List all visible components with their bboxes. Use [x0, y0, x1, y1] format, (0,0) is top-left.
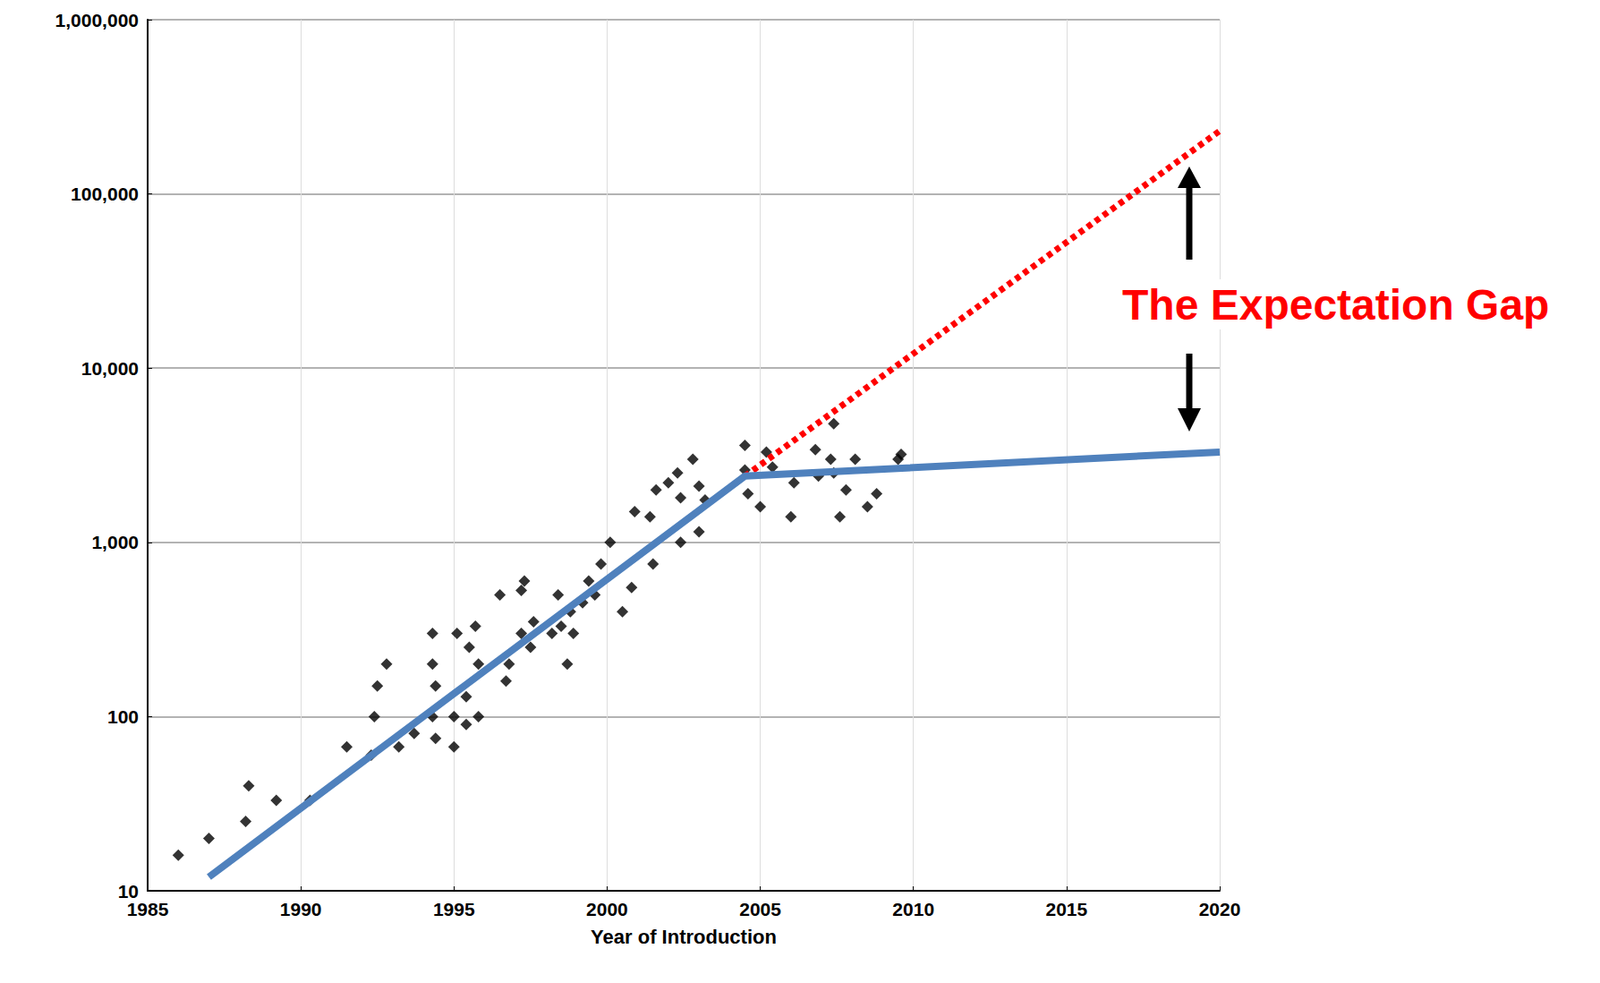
svg-text:The Expectation Gap: The Expectation Gap — [1122, 280, 1549, 329]
svg-text:10,000: 10,000 — [81, 357, 139, 379]
svg-text:100: 100 — [107, 706, 139, 727]
svg-text:1995: 1995 — [433, 898, 476, 920]
svg-text:100,000: 100,000 — [70, 183, 139, 205]
svg-text:1,000: 1,000 — [91, 531, 139, 553]
svg-text:2020: 2020 — [1199, 898, 1242, 920]
svg-text:1985: 1985 — [127, 898, 170, 920]
svg-text:2015: 2015 — [1045, 898, 1088, 920]
svg-text:1,000,000: 1,000,000 — [55, 9, 139, 31]
svg-text:Year of Introduction: Year of Introduction — [590, 925, 777, 948]
svg-text:1990: 1990 — [280, 898, 323, 920]
svg-text:2010: 2010 — [892, 898, 935, 920]
svg-text:2000: 2000 — [586, 898, 629, 920]
svg-text:2005: 2005 — [739, 898, 782, 920]
svg-text:10: 10 — [117, 880, 139, 901]
